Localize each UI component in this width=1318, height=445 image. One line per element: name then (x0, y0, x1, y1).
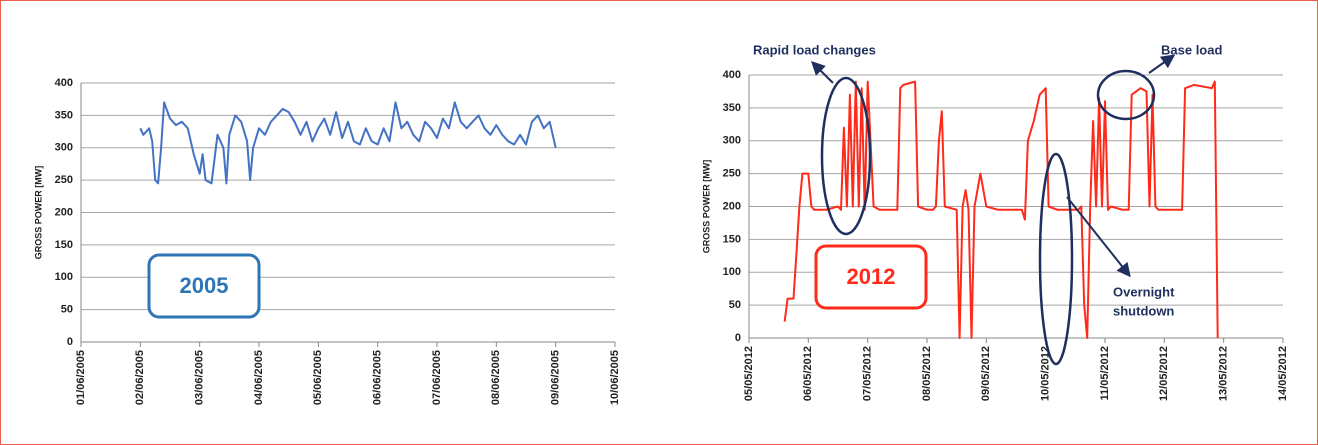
x-tick-label: 14/05/2012 (1277, 346, 1289, 401)
y-tick-label: 50 (61, 304, 73, 316)
y-tick-label: 250 (723, 168, 741, 180)
y-tick-label: 300 (55, 142, 73, 154)
x-tick-label: 04/06/2005 (253, 350, 265, 405)
x-tick-label: 08/05/2012 (921, 346, 933, 401)
annotation: Overnight (1113, 284, 1175, 299)
x-tick-label: 05/05/2012 (743, 346, 755, 401)
data-line (139, 101, 557, 185)
y-tick-label: 400 (55, 77, 73, 89)
y-tick-label: 350 (723, 102, 741, 114)
year-box (147, 253, 261, 319)
x-tick-label: 12/05/2012 (1158, 346, 1170, 401)
y-tick-label: 200 (723, 200, 741, 212)
annotation: Base load (1161, 42, 1222, 57)
y-axis-title: GROSS POWER [MW] (33, 166, 43, 260)
year-box (814, 244, 928, 310)
x-tick-label: 09/05/2012 (980, 346, 992, 401)
annotation-arrow (811, 61, 834, 84)
x-tick-label: 10/05/2012 (1040, 346, 1052, 401)
year-label: 2005 (180, 273, 229, 298)
x-tick-label: 01/06/2005 (75, 350, 87, 405)
y-tick-label: 100 (55, 271, 73, 283)
x-tick-label: 13/05/2012 (1218, 346, 1230, 401)
y-tick-label: 300 (723, 135, 741, 147)
y-tick-label: 50 (729, 299, 741, 311)
y-tick-label: 200 (55, 206, 73, 218)
x-tick-label: 09/06/2005 (550, 350, 562, 405)
y-tick-label: 250 (55, 174, 73, 186)
x-tick-label: 06/06/2005 (372, 350, 384, 405)
annotation: Rapid load changes (753, 42, 876, 57)
x-tick-label: 03/06/2005 (194, 350, 206, 405)
annotation: shutdown (1113, 303, 1174, 318)
x-tick-label: 08/06/2005 (490, 350, 502, 405)
y-tick-label: 350 (55, 109, 73, 121)
y-axis-title: GROSS POWER [MW] (701, 160, 711, 254)
y-tick-label: 150 (55, 239, 73, 251)
x-tick-label: 10/06/2005 (609, 350, 621, 405)
highlight-ellipse (820, 76, 872, 236)
y-tick-label: 0 (735, 332, 741, 344)
annotation-arrow (1066, 196, 1131, 278)
data-line (783, 80, 1219, 339)
x-tick-label: 11/05/2012 (1099, 346, 1111, 400)
highlight-ellipse (1096, 69, 1156, 121)
y-tick-label: 0 (67, 336, 73, 348)
y-tick-label: 100 (723, 266, 741, 278)
x-tick-label: 02/06/2005 (134, 350, 146, 405)
x-tick-label: 07/06/2005 (431, 350, 443, 405)
annotation-arrow (1148, 54, 1176, 74)
x-tick-label: 05/06/2005 (312, 350, 324, 405)
y-tick-label: 400 (723, 69, 741, 81)
x-tick-label: 06/05/2012 (802, 346, 814, 401)
y-tick-label: 150 (723, 233, 741, 245)
x-tick-label: 07/05/2012 (862, 346, 874, 401)
year-label: 2012 (847, 264, 896, 289)
highlight-ellipse (1038, 152, 1074, 366)
